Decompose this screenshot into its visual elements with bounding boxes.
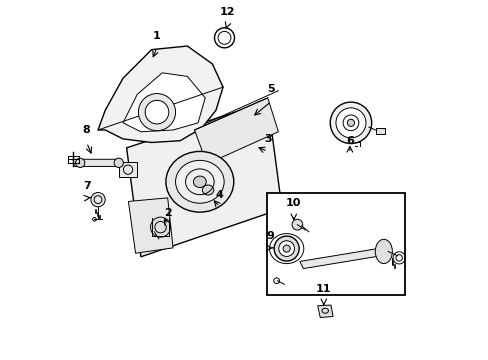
Ellipse shape: [193, 176, 206, 188]
Text: 12: 12: [219, 8, 235, 18]
Ellipse shape: [165, 152, 233, 212]
Polygon shape: [317, 305, 332, 318]
Text: 1: 1: [153, 31, 161, 41]
Text: 6: 6: [345, 136, 353, 146]
Ellipse shape: [75, 158, 84, 167]
Ellipse shape: [145, 100, 168, 124]
Ellipse shape: [114, 158, 123, 167]
Ellipse shape: [202, 185, 213, 195]
Ellipse shape: [150, 217, 170, 237]
Ellipse shape: [335, 108, 365, 138]
Ellipse shape: [291, 219, 302, 230]
Bar: [119, 162, 137, 177]
Ellipse shape: [278, 241, 294, 256]
Text: 3: 3: [264, 134, 271, 144]
Text: 10: 10: [285, 198, 301, 208]
Ellipse shape: [283, 245, 290, 252]
Ellipse shape: [274, 236, 299, 261]
Polygon shape: [73, 159, 119, 166]
Polygon shape: [98, 46, 223, 143]
Text: 2: 2: [163, 207, 171, 217]
Polygon shape: [123, 73, 205, 132]
Text: 7: 7: [83, 181, 91, 191]
Ellipse shape: [346, 119, 354, 126]
Polygon shape: [128, 198, 173, 253]
Text: 9: 9: [266, 231, 274, 241]
Ellipse shape: [374, 239, 391, 264]
Text: 11: 11: [315, 284, 331, 294]
Text: 4: 4: [215, 190, 223, 200]
Polygon shape: [126, 102, 282, 257]
Text: 5: 5: [267, 84, 275, 94]
Ellipse shape: [175, 160, 224, 203]
Bar: [266, 193, 405, 295]
Ellipse shape: [329, 102, 371, 144]
Ellipse shape: [138, 94, 175, 131]
Polygon shape: [299, 248, 385, 269]
Ellipse shape: [91, 193, 105, 207]
Bar: [375, 128, 384, 134]
Polygon shape: [194, 98, 278, 164]
Text: 8: 8: [82, 125, 90, 135]
